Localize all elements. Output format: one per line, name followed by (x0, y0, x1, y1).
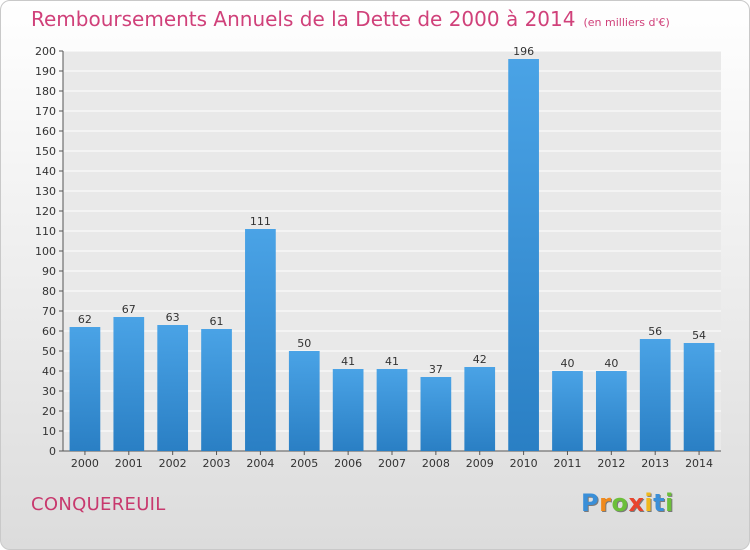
title-text: Remboursements Annuels de la Dette de 20… (31, 7, 576, 31)
x-tick-label: 2014 (685, 457, 713, 470)
proxiti-logo: Proxiti (581, 489, 674, 517)
x-tick-label: 2003 (203, 457, 231, 470)
y-tick-label: 30 (42, 385, 56, 398)
data-label: 67 (122, 303, 136, 316)
data-label: 41 (341, 355, 355, 368)
data-label: 62 (78, 313, 92, 326)
data-label: 41 (385, 355, 399, 368)
data-label: 61 (210, 315, 224, 328)
y-tick-label: 60 (42, 325, 56, 338)
logo-letter: o (611, 489, 629, 517)
data-label: 56 (648, 325, 662, 338)
x-tick-label: 2010 (510, 457, 538, 470)
bar-2002 (157, 325, 189, 451)
x-tick-label: 2011 (553, 457, 581, 470)
data-label: 40 (604, 357, 618, 370)
y-tick-label: 10 (42, 425, 56, 438)
y-tick-label: 90 (42, 265, 56, 278)
y-tick-label: 170 (35, 105, 56, 118)
logo-letter: i (644, 489, 654, 517)
y-tick-label: 150 (35, 145, 56, 158)
y-tick-label: 200 (35, 45, 56, 58)
x-tick-label: 2009 (466, 457, 494, 470)
unit-label: (en milliers d'€) (583, 16, 670, 29)
y-tick-label: 110 (35, 225, 56, 238)
x-tick-label: 2004 (246, 457, 274, 470)
chart-title: Remboursements Annuels de la Dette de 20… (31, 7, 670, 31)
bar-2003 (201, 329, 232, 451)
y-tick-label: 40 (42, 365, 56, 378)
y-tick-label: 80 (42, 285, 56, 298)
data-label: 63 (166, 311, 180, 324)
y-tick-label: 140 (35, 165, 56, 178)
logo-letter: r (599, 489, 612, 517)
y-tick-label: 20 (42, 405, 56, 418)
logo-letter: x (628, 489, 645, 517)
y-tick-label: 0 (49, 445, 56, 458)
data-label: 111 (250, 215, 271, 228)
bar-2007 (376, 369, 408, 451)
x-tick-label: 2001 (115, 457, 143, 470)
bar-2009 (464, 367, 496, 451)
x-tick-label: 2002 (159, 457, 187, 470)
x-tick-label: 2012 (597, 457, 625, 470)
data-label: 40 (560, 357, 574, 370)
bar-2004 (245, 229, 276, 451)
bar-2000 (69, 327, 101, 451)
bar-2013 (639, 339, 671, 451)
bar-2006 (332, 369, 364, 451)
bar-2010 (508, 59, 539, 451)
data-label: 37 (429, 363, 443, 376)
y-tick-label: 100 (35, 245, 56, 258)
data-label: 196 (513, 45, 534, 58)
logo-letter: P (581, 489, 600, 517)
x-tick-label: 2006 (334, 457, 362, 470)
y-tick-label: 50 (42, 345, 56, 358)
y-tick-label: 180 (35, 85, 56, 98)
commune-name: CONQUEREUIL (31, 494, 166, 515)
x-tick-label: 2008 (422, 457, 450, 470)
bar-2005 (288, 351, 320, 451)
y-tick-label: 130 (35, 185, 56, 198)
bar-2014 (683, 343, 715, 451)
bar-chart: 0 10 20 30 40 50 60 70 80 90 100 110 120 130 140 150 160… (35, 45, 721, 470)
x-tick-label: 2013 (641, 457, 669, 470)
bar-2001 (113, 317, 145, 451)
y-tick-label: 70 (42, 305, 56, 318)
logo-letter: i (665, 489, 674, 517)
bar-2008 (420, 377, 452, 451)
y-tick-label: 120 (35, 205, 56, 218)
bar-2011 (552, 371, 583, 451)
x-tick-label: 2000 (71, 457, 99, 470)
logo-letter: t (653, 489, 666, 517)
y-tick-label: 160 (35, 125, 56, 138)
data-label: 50 (297, 337, 311, 350)
x-tick-label: 2007 (378, 457, 406, 470)
data-label: 42 (473, 353, 487, 366)
y-tick-label: 190 (35, 65, 56, 78)
data-label: 54 (692, 329, 706, 342)
x-tick-label: 2005 (290, 457, 318, 470)
bar-2012 (595, 371, 627, 451)
